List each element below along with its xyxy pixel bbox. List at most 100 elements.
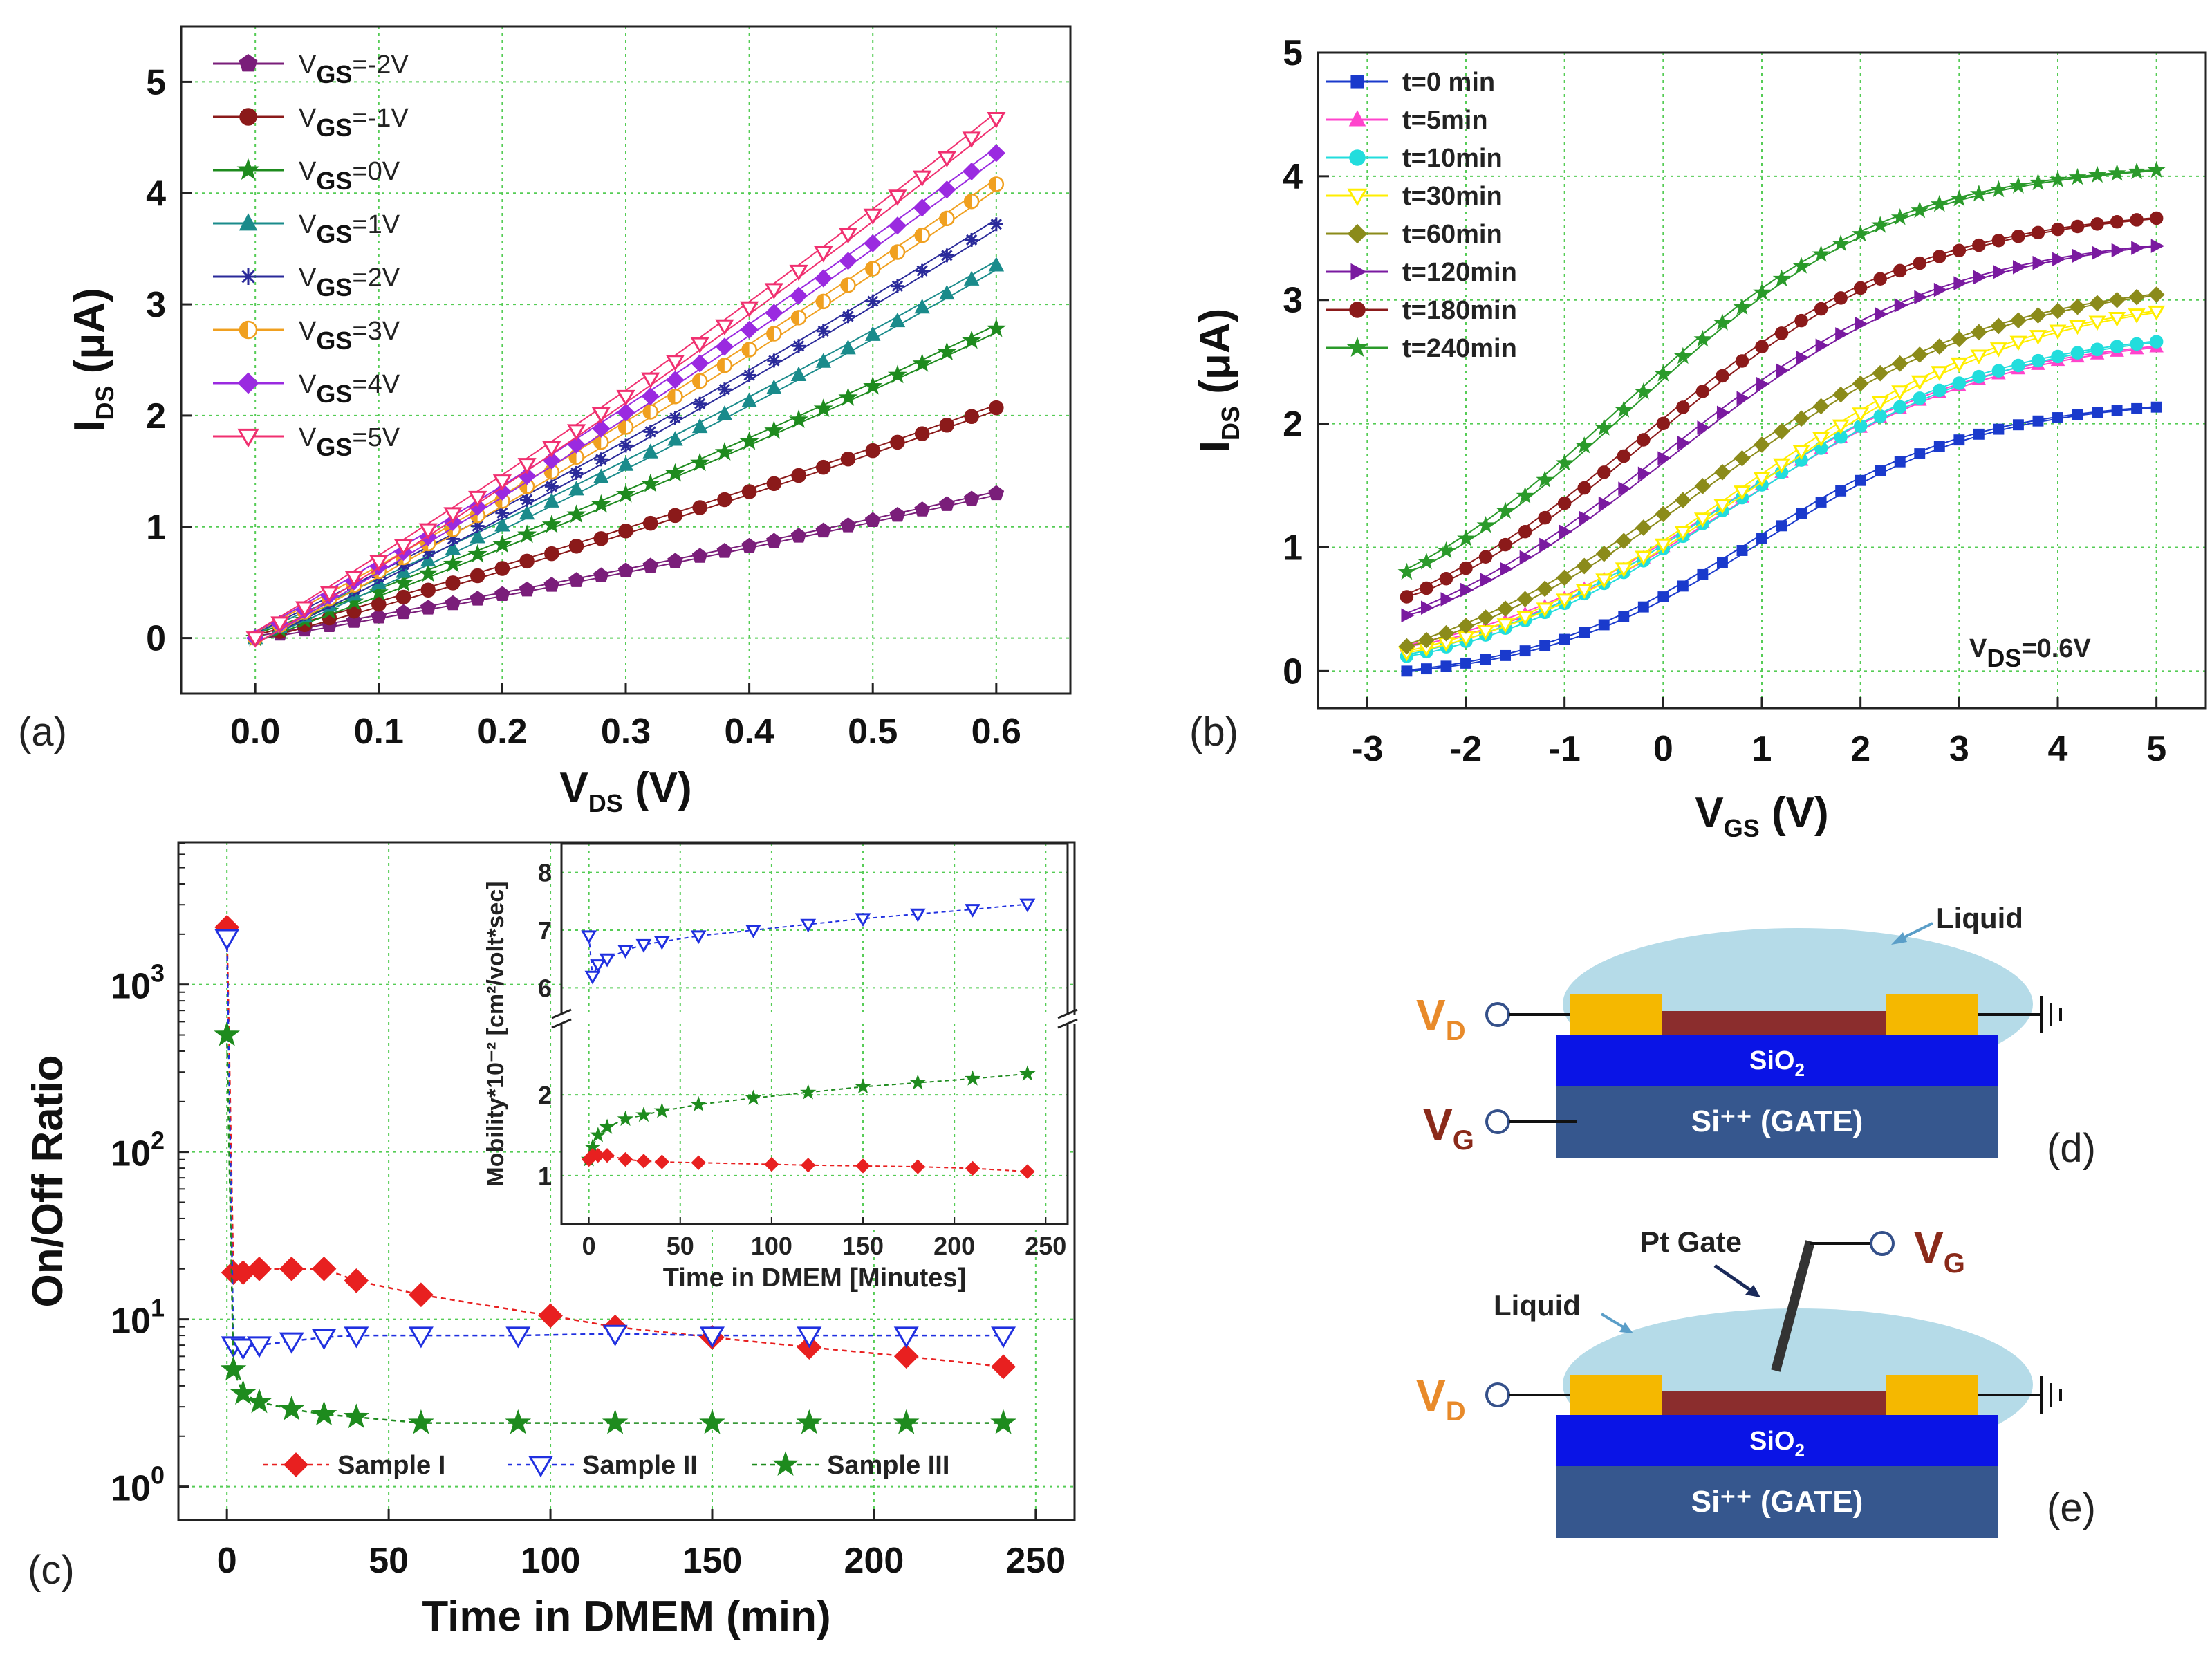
legend-marker (528, 1456, 554, 1478)
series-line (1406, 169, 2157, 573)
data-point (987, 111, 1006, 129)
y-tick-label: 0 (146, 619, 166, 659)
data-point (641, 387, 660, 406)
data-point (1873, 409, 1887, 423)
pt-gate-pointer (1713, 1263, 1756, 1295)
data-point (1539, 537, 1553, 553)
data-point (1855, 474, 1866, 486)
data-point (1557, 496, 1572, 510)
data-point (989, 217, 1003, 232)
data-point (344, 1268, 369, 1293)
data-point (1973, 428, 1985, 440)
legend-marker (240, 268, 257, 285)
legend-entry: t=120min (1326, 258, 1517, 287)
data-point (616, 389, 635, 407)
data-point (988, 485, 1005, 501)
data-point-fill (890, 245, 898, 259)
drain-terminal-icon[interactable] (1485, 1382, 1510, 1407)
data-point (396, 604, 411, 620)
x-tick-label: 0.2 (477, 712, 527, 752)
data-point (602, 1324, 628, 1346)
data-point (1516, 486, 1534, 504)
data-point (445, 540, 461, 555)
data-point (1776, 363, 1790, 378)
y-tick-label: 103 (111, 959, 165, 1007)
oxide-label: SiO2 (1749, 1046, 1805, 1080)
data-point (420, 582, 436, 598)
data-point (247, 1256, 272, 1281)
data-point (1914, 290, 1928, 305)
inset-y-tick-label: 1 (538, 1162, 552, 1190)
data-point (1460, 657, 1471, 669)
data-point (864, 326, 881, 341)
data-point (618, 524, 633, 539)
inset-data-point (855, 913, 871, 927)
data-point-fill (594, 435, 602, 450)
data-point (939, 284, 955, 300)
data-point (1832, 234, 1850, 252)
data-point (1440, 660, 1452, 672)
data-point (1397, 562, 1416, 580)
data-point (1595, 573, 1613, 589)
data-point (1674, 526, 1692, 541)
data-point-arm (990, 219, 1002, 230)
gate-substrate (1556, 1466, 1998, 1538)
inset-x-axis-label: Time in DMEM [Minutes] (663, 1263, 966, 1293)
y-tick-label: 101 (111, 1294, 165, 1342)
data-point-arm (817, 325, 829, 337)
data-point (1657, 591, 1669, 602)
data-point (893, 1326, 919, 1349)
data-point (1516, 591, 1534, 608)
data-point (1716, 369, 1729, 383)
data-point-fill (915, 228, 922, 243)
data-point (2029, 330, 2047, 345)
data-point (541, 514, 561, 533)
data-point (2052, 412, 2063, 423)
legend-marker-fill (240, 322, 248, 338)
data-point (1579, 627, 1590, 638)
data-point (2108, 164, 2126, 181)
data-point (1477, 609, 1494, 626)
data-point (1418, 631, 1435, 649)
data-point (1693, 330, 1712, 347)
y-tick-label: 2 (1283, 405, 1303, 445)
data-point (987, 144, 1005, 163)
x-tick-label: 4 (2048, 729, 2068, 769)
pt-gate-terminal-icon[interactable] (1870, 1231, 1895, 1256)
data-point (1832, 386, 1849, 403)
data-point (1972, 369, 1986, 384)
drain-terminal-icon[interactable] (1485, 1002, 1510, 1027)
x-axis-label: Time in DMEM (min) (422, 1593, 830, 1640)
data-point (1694, 478, 1711, 494)
data-point (1420, 581, 1433, 595)
x-tick-label: -3 (1351, 729, 1383, 769)
data-point (1577, 481, 1591, 495)
data-point (1913, 391, 1927, 405)
data-point (1736, 391, 1750, 405)
data-point (569, 465, 584, 480)
data-point (543, 492, 560, 508)
legend-label: VGS=-1V (299, 104, 409, 142)
inset-x-tick-label: 150 (842, 1232, 884, 1260)
data-point (739, 431, 759, 450)
data-point (1950, 357, 1968, 373)
data-point (2149, 335, 2164, 349)
data-point (2111, 405, 2123, 416)
data-point (938, 180, 956, 199)
liquid-label: Liquid (1936, 902, 2023, 934)
data-point (520, 492, 535, 507)
data-point (1575, 436, 1594, 454)
gate-terminal-icon[interactable] (1485, 1109, 1510, 1134)
data-point (220, 1355, 247, 1381)
data-point (418, 523, 438, 540)
legend-marker (1348, 110, 1366, 127)
data-point (344, 1326, 369, 1349)
inset-data-point (636, 1154, 651, 1169)
data-point (1993, 423, 2005, 435)
data-point (1891, 355, 1908, 372)
data-point-fill (717, 358, 725, 373)
vg-label: VG (1423, 1100, 1474, 1156)
data-point-fill (742, 342, 750, 357)
data-point (396, 589, 411, 605)
